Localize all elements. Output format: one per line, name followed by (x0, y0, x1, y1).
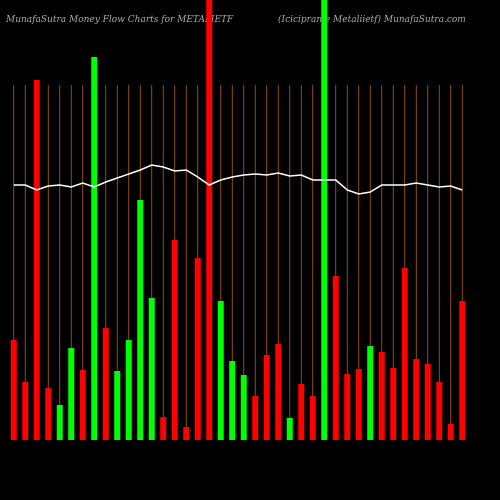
bar (229, 361, 236, 440)
bar (22, 382, 29, 440)
bar (102, 328, 109, 440)
bar (332, 276, 339, 440)
bar (79, 370, 86, 440)
bar (240, 375, 247, 440)
chart-subtitle: (Iciciprame Metaliietf) MunafaSutra.com (278, 14, 466, 25)
bar (447, 424, 454, 440)
bar (68, 348, 75, 440)
line (13, 164, 463, 195)
bar (125, 340, 132, 440)
bar (378, 352, 385, 440)
bar (298, 384, 305, 440)
bar (183, 427, 190, 440)
bar (321, 0, 328, 440)
bar (91, 57, 98, 440)
bar (355, 369, 362, 440)
bar (114, 371, 121, 440)
bar (45, 388, 52, 440)
bar (194, 258, 201, 440)
bar (459, 301, 466, 440)
bar (171, 240, 178, 440)
bar (33, 80, 40, 440)
bar (252, 396, 259, 440)
bar (401, 268, 408, 440)
bar (390, 368, 397, 440)
bar (344, 374, 351, 440)
bar (424, 364, 431, 440)
bar (275, 344, 282, 440)
bar (148, 298, 155, 440)
bar (137, 200, 144, 440)
bar (160, 417, 167, 440)
bar (413, 359, 420, 440)
chart-title: MunafaSutra Money Flow Charts for METALI… (5, 15, 234, 25)
bar (10, 340, 17, 440)
bar (286, 418, 293, 440)
bar (206, 0, 213, 440)
bar (367, 346, 374, 440)
bar (217, 301, 224, 440)
bar (263, 355, 270, 440)
bar (56, 405, 63, 440)
bar (309, 396, 316, 440)
bar (436, 382, 443, 440)
